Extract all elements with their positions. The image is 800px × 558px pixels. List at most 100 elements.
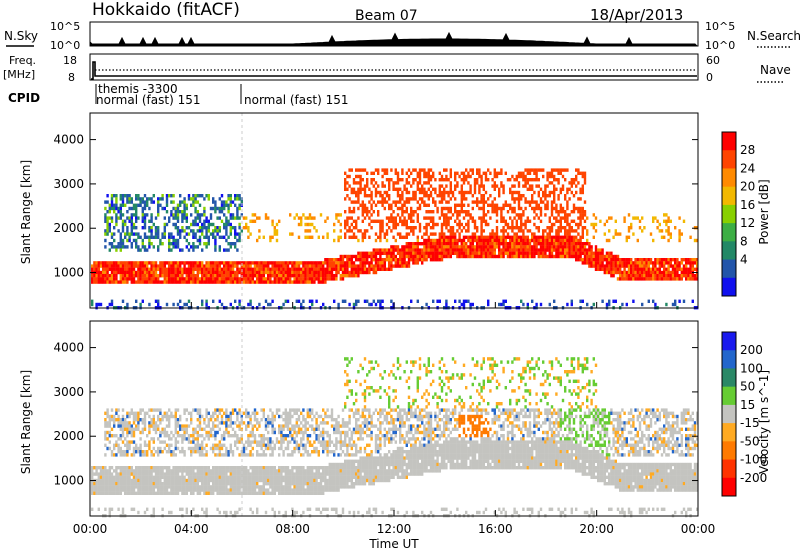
heatmap-cell xyxy=(225,274,227,277)
heatmap-cell xyxy=(419,191,421,194)
heatmap-cell xyxy=(527,188,529,191)
heatmap-cell xyxy=(230,415,232,418)
heatmap-cell xyxy=(685,261,687,264)
heatmap-cell xyxy=(302,213,304,216)
heatmap-cell xyxy=(260,277,262,280)
heatmap-cell xyxy=(135,261,137,264)
heatmap-cell xyxy=(469,184,471,187)
heatmap-cell xyxy=(144,268,146,271)
heatmap-cell xyxy=(388,220,390,223)
heatmap-cell xyxy=(208,242,210,245)
heatmap-cell xyxy=(177,485,179,488)
heatmap-cell xyxy=(225,450,227,453)
heatmap-cell xyxy=(300,280,302,283)
heatmap-cell xyxy=(527,252,529,255)
heatmap-cell xyxy=(221,479,223,482)
heatmap-cell xyxy=(142,472,144,475)
heatmap-cell xyxy=(421,168,423,171)
heatmap-cell xyxy=(557,210,559,213)
heatmap-cell xyxy=(373,300,375,303)
heatmap-cell xyxy=(212,482,214,485)
heatmap-cell xyxy=(186,220,188,223)
heatmap-cell xyxy=(115,200,117,203)
heatmap-cell xyxy=(375,255,377,258)
heatmap-cell xyxy=(456,239,458,242)
heatmap-cell xyxy=(313,226,315,229)
heatmap-cell xyxy=(111,264,113,267)
heatmap-cell xyxy=(236,216,238,219)
heatmap-cell xyxy=(146,508,148,511)
heatmap-cell xyxy=(445,178,447,181)
heatmap-cell xyxy=(106,226,108,229)
heatmap-cell xyxy=(157,303,159,306)
heatmap-cell xyxy=(223,492,225,495)
heatmap-cell xyxy=(192,492,194,495)
heatmap-cell xyxy=(377,264,379,267)
heatmap-cell xyxy=(379,268,381,271)
heatmap-cell xyxy=(179,271,181,274)
heatmap-cell xyxy=(370,191,372,194)
heatmap-cell xyxy=(518,216,520,219)
heatmap-cell xyxy=(467,236,469,239)
heatmap-cell xyxy=(183,303,185,306)
heatmap-cell xyxy=(208,223,210,226)
heatmap-cell xyxy=(652,220,654,223)
heatmap-cell xyxy=(467,245,469,248)
heatmap-cell xyxy=(390,178,392,181)
heatmap-cell xyxy=(606,252,608,255)
heatmap-cell xyxy=(359,258,361,261)
heatmap-cell xyxy=(269,239,271,242)
heatmap-cell xyxy=(344,220,346,223)
heatmap-cell xyxy=(474,184,476,187)
heatmap-cell xyxy=(221,453,223,456)
heatmap-cell xyxy=(454,300,456,303)
heatmap-cell xyxy=(575,236,577,239)
heatmap-cell xyxy=(186,226,188,229)
heatmap-cell xyxy=(659,277,661,280)
heatmap-cell xyxy=(476,236,478,239)
heatmap-cell xyxy=(617,271,619,274)
heatmap-cell xyxy=(610,216,612,219)
heatmap-cell xyxy=(384,248,386,251)
heatmap-cell xyxy=(417,255,419,258)
heatmap-cell xyxy=(373,248,375,251)
heatmap-cell xyxy=(227,466,229,469)
heatmap-cell xyxy=(302,300,304,303)
heatmap-cell xyxy=(150,280,152,283)
heatmap-cell xyxy=(595,252,597,255)
heatmap-cell xyxy=(128,428,130,431)
heatmap-cell xyxy=(661,229,663,232)
heatmap-cell xyxy=(164,223,166,226)
heatmap-cell xyxy=(555,236,557,239)
heatmap-cell xyxy=(205,300,207,303)
heatmap-cell xyxy=(540,168,542,171)
heatmap-cell xyxy=(318,261,320,264)
heatmap-cell xyxy=(205,453,207,456)
heatmap-cell xyxy=(104,261,106,264)
heatmap-cell xyxy=(144,220,146,223)
heatmap-cell xyxy=(480,178,482,181)
colorbar-swatch xyxy=(722,187,736,206)
heatmap-cell xyxy=(573,236,575,239)
heatmap-cell xyxy=(549,220,551,223)
heatmap-cell xyxy=(681,232,683,235)
heatmap-cell xyxy=(641,229,643,232)
heatmap-cell xyxy=(441,226,443,229)
heatmap-cell xyxy=(586,252,588,255)
heatmap-cell xyxy=(223,444,225,447)
heatmap-cell xyxy=(551,255,553,258)
heatmap-cell xyxy=(472,194,474,197)
heatmap-cell xyxy=(194,197,196,200)
heatmap-cell xyxy=(194,444,196,447)
heatmap-cell xyxy=(584,255,586,258)
heatmap-cell xyxy=(423,204,425,207)
heatmap-cell xyxy=(355,226,357,229)
heatmap-cell xyxy=(355,255,357,258)
heatmap-cell xyxy=(549,245,551,248)
heatmap-cell xyxy=(566,200,568,203)
heatmap-cell xyxy=(381,248,383,251)
heatmap-cell xyxy=(212,424,214,427)
heatmap-cell xyxy=(674,226,676,229)
heatmap-cell xyxy=(476,248,478,251)
heatmap-cell xyxy=(355,168,357,171)
